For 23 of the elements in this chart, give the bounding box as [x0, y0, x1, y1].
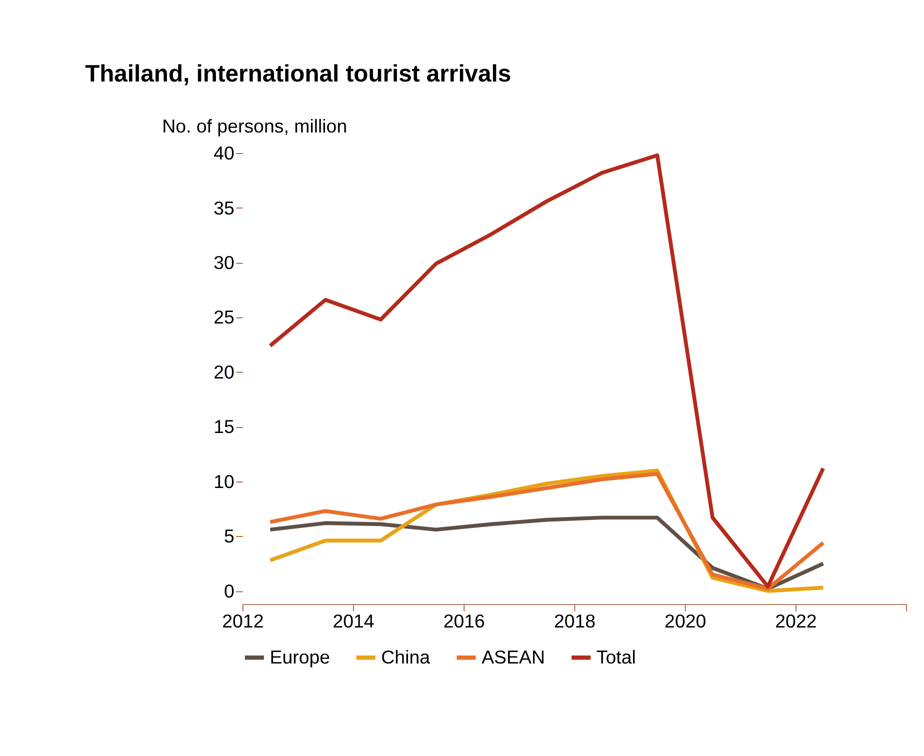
- legend-label: Total: [596, 646, 636, 668]
- y-tick-label: 25: [214, 306, 234, 328]
- x-tick-label: 2022: [775, 610, 817, 632]
- y-tick-label: 35: [214, 197, 234, 218]
- x-tick-label: 2014: [332, 610, 374, 632]
- legend-label: China: [381, 646, 431, 668]
- y-tick-label: 40: [214, 142, 234, 164]
- y-tick-label: 30: [214, 252, 234, 273]
- x-tick-label: 2018: [554, 610, 596, 632]
- line-series: [268, 153, 826, 588]
- line-series: [268, 516, 826, 591]
- x-tick-label: 2016: [443, 610, 485, 632]
- y-axis-title: No. of persons, million: [162, 115, 348, 136]
- chart-title: Thailand, international tourist arrivals: [85, 60, 512, 88]
- x-tick-label: 2012: [222, 610, 264, 632]
- x-tick-label: 2020: [664, 610, 706, 632]
- y-tick-label: 5: [224, 526, 234, 547]
- y-tick-label: 10: [214, 470, 234, 492]
- y-tick-label: 0: [224, 580, 234, 602]
- legend-label: Europe: [270, 646, 330, 668]
- legend-label: ASEAN: [482, 646, 545, 668]
- y-tick-label: 15: [214, 416, 234, 438]
- y-tick-label: 20: [214, 361, 234, 382]
